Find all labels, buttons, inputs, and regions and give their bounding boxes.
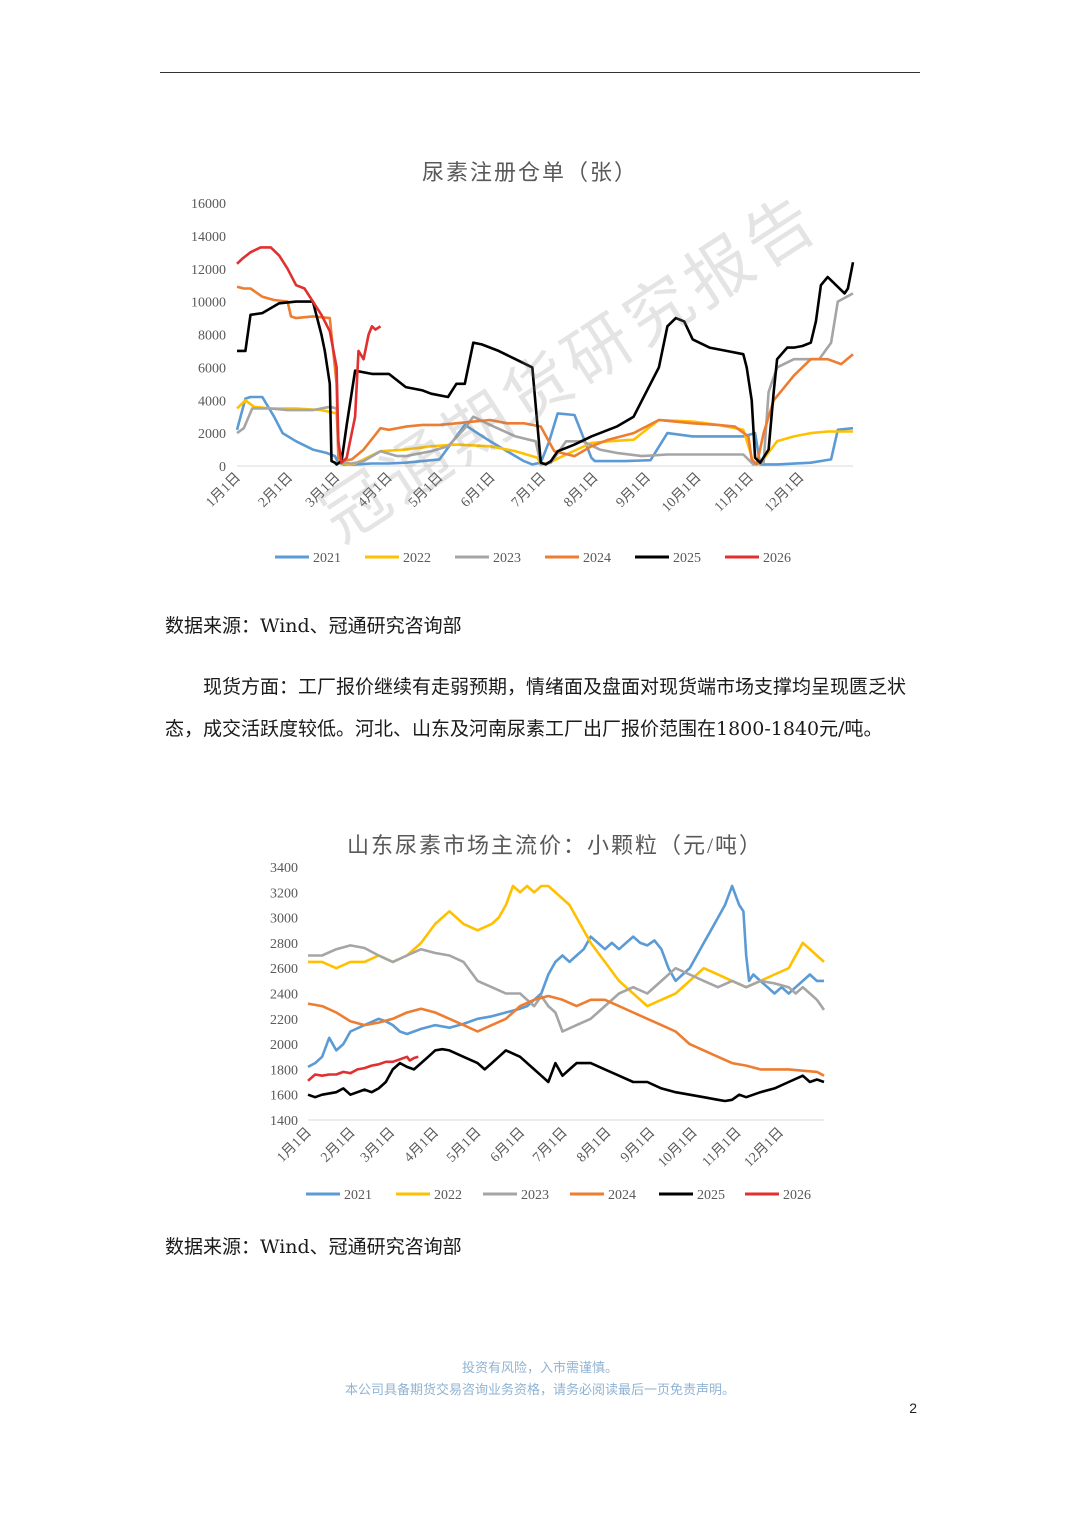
y-tick-label: 14000 <box>191 230 226 245</box>
y-tick-label: 3000 <box>270 912 298 927</box>
y-tick-label: 16000 <box>191 197 226 212</box>
series-line-2026 <box>236 246 382 465</box>
y-tick-label: 2000 <box>198 427 226 442</box>
page-number: 2 <box>909 1400 917 1416</box>
footer-disclaimer-line: 本公司具备期货交易咨询业务资格，请务必阅读最后一页免责声明。 <box>344 1383 735 1398</box>
legend-label-2021: 2021 <box>313 551 341 566</box>
x-tick-label: 8月1日 <box>561 470 602 511</box>
legend-label-2025: 2025 <box>673 551 701 566</box>
x-tick-label: 2月1日 <box>318 1125 359 1166</box>
x-tick-label: 11月1日 <box>711 470 757 516</box>
x-tick-label: 12月1日 <box>741 1125 787 1171</box>
x-tick-label: 1月1日 <box>274 1125 315 1166</box>
y-tick-label: 8000 <box>198 329 226 344</box>
x-tick-label: 9月1日 <box>613 470 654 511</box>
source-label-2: 数据来源：Wind、冠通研究咨询部 <box>165 1236 462 1258</box>
legend-label-2021: 2021 <box>344 1188 372 1203</box>
spot-paragraph: 现货方面：工厂报价继续有走弱预期，情绪面及盘面对现货端市场支撑均呈现匮乏状态，成… <box>165 676 907 740</box>
x-tick-label: 3月1日 <box>357 1125 398 1166</box>
y-tick-label: 2200 <box>270 1013 298 1028</box>
series-line-2024 <box>236 285 854 466</box>
y-tick-label: 1800 <box>270 1063 298 1078</box>
chart-title: 尿素注册仓单（张） <box>422 160 638 185</box>
x-tick-label: 12月1日 <box>762 470 808 516</box>
x-tick-label: 10月1日 <box>655 1125 701 1171</box>
chart-title: 山东尿素市场主流价：小颗粒（元/吨） <box>347 833 763 858</box>
x-tick-label: 2月1日 <box>255 470 296 511</box>
legend-label-2026: 2026 <box>763 551 791 566</box>
legend-label-2026: 2026 <box>783 1188 811 1203</box>
y-tick-label: 3200 <box>270 886 298 901</box>
legend-label-2024: 2024 <box>583 551 611 566</box>
x-tick-label: 9月1日 <box>617 1125 658 1166</box>
header-rule <box>160 72 920 73</box>
x-tick-label: 8月1日 <box>574 1125 615 1166</box>
x-tick-label: 4月1日 <box>401 1125 442 1166</box>
x-tick-label: 11月1日 <box>699 1125 745 1171</box>
source-label-1: 数据来源：Wind、冠通研究咨询部 <box>165 615 462 637</box>
y-tick-label: 6000 <box>198 361 226 376</box>
x-tick-label: 6月1日 <box>487 1125 528 1166</box>
y-tick-label: 0 <box>219 460 226 475</box>
legend-label-2025: 2025 <box>697 1188 725 1203</box>
legend-label-2022: 2022 <box>434 1188 462 1203</box>
y-tick-label: 1600 <box>270 1089 298 1104</box>
series-line-2023 <box>308 944 826 1033</box>
x-tick-label: 1月1日 <box>203 470 244 511</box>
footer-risk-line: 投资有风险，入市需谨慎。 <box>461 1361 618 1376</box>
legend-label-2024: 2024 <box>608 1188 636 1203</box>
series-line-2025 <box>307 1047 825 1103</box>
y-tick-label: 3400 <box>270 861 298 876</box>
legend-label-2023: 2023 <box>493 551 521 566</box>
x-tick-label: 5月1日 <box>443 1125 484 1166</box>
y-tick-label: 2400 <box>270 988 298 1003</box>
x-tick-label: 7月1日 <box>530 1125 571 1166</box>
y-tick-label: 2000 <box>270 1038 298 1053</box>
series-line-2024 <box>307 994 825 1077</box>
series-line-2026 <box>307 1055 419 1082</box>
x-tick-label: 7月1日 <box>508 470 549 511</box>
y-tick-label: 4000 <box>198 394 226 409</box>
legend-label-2023: 2023 <box>521 1188 549 1203</box>
y-tick-label: 10000 <box>191 296 226 311</box>
legend-label-2022: 2022 <box>403 551 431 566</box>
y-tick-label: 2600 <box>270 962 298 977</box>
y-tick-label: 2800 <box>270 937 298 952</box>
series-line-2021 <box>235 395 854 466</box>
x-tick-label: 10月1日 <box>659 470 705 516</box>
y-tick-label: 1400 <box>270 1114 298 1129</box>
series-line-2025 <box>237 261 855 466</box>
series-line-2021 <box>307 884 824 1069</box>
y-tick-label: 12000 <box>191 263 226 278</box>
